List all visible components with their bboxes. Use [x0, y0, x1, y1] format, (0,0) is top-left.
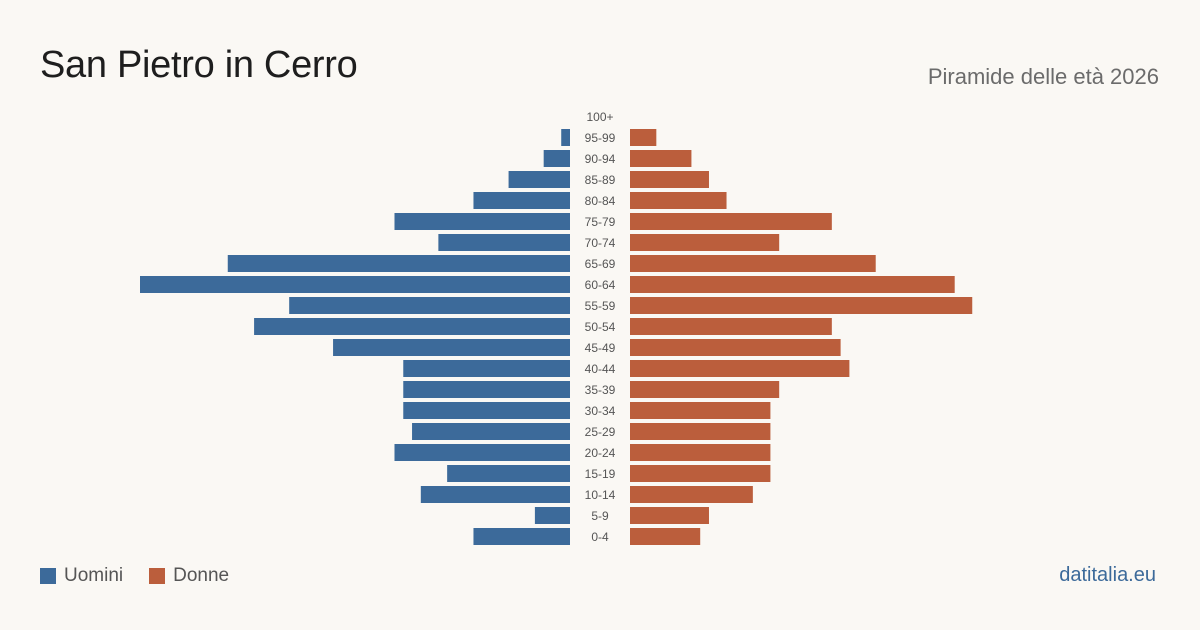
age-label-50-54: 50-54 — [585, 320, 616, 334]
age-label-10-14: 10-14 — [585, 488, 616, 502]
age-label-40-44: 40-44 — [585, 362, 616, 376]
legend-item-women: Donne — [149, 565, 229, 587]
age-label-5-9: 5-9 — [591, 509, 609, 523]
bar-men-40-44 — [403, 360, 570, 377]
bar-women-25-29 — [630, 423, 771, 440]
bar-women-60-64 — [630, 276, 955, 293]
bar-men-0-4 — [473, 528, 570, 545]
legend-item-men: Uomini — [40, 565, 123, 587]
bar-men-80-84 — [473, 192, 570, 209]
age-label-75-79: 75-79 — [585, 215, 616, 229]
bar-women-95-99 — [630, 129, 657, 146]
legend-swatch-women — [149, 568, 166, 584]
bar-men-45-49 — [333, 339, 570, 356]
bar-men-35-39 — [403, 381, 570, 398]
bar-men-10-14 — [420, 486, 570, 503]
chart-subtitle: Piramide delle età 2026 — [927, 64, 1159, 89]
bar-men-90-94 — [543, 150, 570, 167]
age-label-20-24: 20-24 — [585, 446, 616, 460]
bar-women-90-94 — [630, 150, 692, 167]
bar-men-20-24 — [394, 444, 570, 461]
bar-men-85-89 — [508, 171, 570, 188]
bar-men-65-69 — [227, 255, 570, 272]
bar-men-5-9 — [534, 507, 570, 524]
bar-women-20-24 — [630, 444, 771, 461]
bar-men-55-59 — [289, 297, 570, 314]
bar-women-55-59 — [630, 297, 973, 314]
bar-women-35-39 — [630, 381, 780, 398]
age-label-95-99: 95-99 — [585, 131, 616, 145]
bar-men-30-34 — [403, 402, 570, 419]
bar-women-0-4 — [630, 528, 701, 545]
bar-men-70-74 — [438, 234, 570, 251]
legend-swatch-men — [40, 568, 56, 584]
age-label-100+: 100+ — [586, 110, 613, 124]
bar-women-5-9 — [630, 507, 709, 524]
bar-women-85-89 — [630, 171, 709, 188]
bar-men-25-29 — [412, 423, 570, 440]
bar-women-30-34 — [630, 402, 771, 419]
bar-women-65-69 — [630, 255, 876, 272]
age-label-90-94: 90-94 — [585, 152, 616, 166]
legend: Uomini Donne — [40, 565, 255, 587]
bar-women-70-74 — [630, 234, 780, 251]
source-link[interactable]: datitalia.eu — [1059, 564, 1156, 586]
age-label-0-4: 0-4 — [591, 530, 609, 544]
age-label-80-84: 80-84 — [585, 194, 616, 208]
age-label-70-74: 70-74 — [585, 236, 616, 250]
bar-women-40-44 — [630, 360, 850, 377]
women-bars — [630, 129, 973, 545]
men-bars — [140, 129, 570, 545]
bar-men-50-54 — [254, 318, 570, 335]
age-label-65-69: 65-69 — [585, 257, 616, 271]
bar-women-15-19 — [630, 465, 771, 482]
age-label-85-89: 85-89 — [585, 173, 616, 187]
bar-women-10-14 — [630, 486, 753, 503]
bar-men-60-64 — [140, 276, 570, 293]
age-label-15-19: 15-19 — [585, 467, 616, 481]
age-label-45-49: 45-49 — [585, 341, 616, 355]
legend-label-women: Donne — [173, 565, 230, 586]
bar-women-50-54 — [630, 318, 832, 335]
bar-women-75-79 — [630, 213, 832, 230]
age-label-25-29: 25-29 — [585, 425, 616, 439]
age-label-35-39: 35-39 — [585, 383, 616, 397]
bar-men-95-99 — [561, 129, 570, 146]
chart-title: San Pietro in Cerro — [40, 44, 358, 86]
age-label-30-34: 30-34 — [585, 404, 616, 418]
bar-women-45-49 — [630, 339, 841, 356]
bar-men-75-79 — [394, 213, 570, 230]
bar-men-15-19 — [447, 465, 570, 482]
age-label-60-64: 60-64 — [585, 278, 616, 292]
bar-women-80-84 — [630, 192, 727, 209]
age-labels: 100+ 95-99 90-94 85-89 80-84 75-79 70-74 65-69 6… — [585, 110, 616, 544]
legend-label-men: Uomini — [64, 565, 124, 586]
age-label-55-59: 55-59 — [585, 299, 616, 313]
